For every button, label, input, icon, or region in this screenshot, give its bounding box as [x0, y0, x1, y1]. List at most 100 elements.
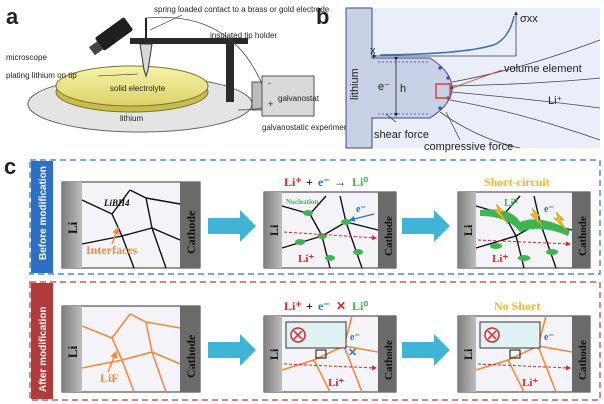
panel-c-letter: c — [4, 154, 16, 179]
no-short-title: No Short — [494, 299, 540, 313]
after-flow-arrow-2 — [402, 334, 450, 366]
libh4-label: LiBH4 — [103, 198, 130, 208]
before-box3-cathode: Cathode — [577, 216, 589, 256]
after-side-bar — [31, 283, 53, 399]
spring-contact-leader — [149, 14, 183, 31]
solid-electrolyte-disc — [55, 65, 209, 107]
after-side-label: After modification — [38, 306, 49, 392]
after-box2-cathode: Cathode — [383, 340, 395, 380]
lithium-label: lithium — [120, 114, 143, 123]
interfaces-label: Interfaces — [86, 243, 138, 257]
after-box1-cathode: Cathode — [184, 334, 198, 378]
before-eq-e: e⁻ — [318, 175, 330, 189]
before-box2-li-plus: Li⁺ — [298, 253, 314, 265]
insulated-holder-bar — [130, 38, 248, 44]
before-box-3: Short-circuit Li Cathode Li⁰ e⁻ Li⁺ — [457, 175, 591, 269]
short-circuit-title: Short-circuit — [484, 175, 550, 189]
galvanostat-plus: + — [268, 99, 273, 109]
before-flow-arrow-1 — [208, 210, 256, 242]
before-box1-li: Li — [65, 221, 80, 234]
after-box3-electron: e⁻ — [544, 332, 554, 343]
before-box2-li: Li — [267, 224, 281, 236]
volume-element-leader — [451, 69, 503, 89]
after-eq-e: e⁻ — [318, 299, 330, 313]
before-box3-electron: e⁻ — [544, 204, 554, 215]
after-box2-electron: e⁻ — [350, 332, 360, 343]
after-box-2: Li Cathode e⁻ ✕ Li⁺ — [263, 315, 397, 393]
lithium-vertical-label: lithium — [349, 68, 361, 100]
holder-post — [226, 44, 234, 102]
after-box3-inset — [479, 321, 541, 349]
stress-curve — [379, 15, 515, 56]
shear-force-label: shear force — [374, 129, 429, 141]
after-frame — [29, 281, 601, 401]
after-box2-blocked-icon — [290, 327, 306, 343]
after-equation: Li⁺ + e⁻ ✕ Li⁰ — [284, 299, 368, 313]
wire-bottom — [237, 107, 263, 111]
panel-a: a - + galvanostat spring loaded contact … — [6, 4, 355, 133]
before-box1-cathode: Cathode — [184, 210, 198, 254]
after-box3-cathode: Cathode — [577, 340, 589, 380]
before-eq-li: Li⁺ — [284, 175, 302, 189]
before-eq-plus: + — [306, 175, 313, 189]
microscope-label: microscope — [6, 53, 47, 62]
shear-force-leader — [385, 113, 397, 123]
before-equation: Li⁺ + e⁻ → Li⁰ — [284, 175, 368, 189]
after-eq-li: Li⁺ — [284, 299, 302, 313]
after-box-3: No Short Li Cathode e⁻ Li⁺ — [457, 299, 591, 393]
electron-label: e⁻ — [378, 81, 390, 93]
microscope-icon — [88, 17, 133, 56]
insulated-tip-holder-label: insulated tip holder — [210, 31, 277, 40]
after-box3-li: Li — [461, 348, 475, 360]
after-box3-li-plus: Li⁺ — [522, 377, 538, 389]
before-eq-arrow: → — [334, 175, 346, 189]
after-box2-cross: ✕ — [348, 347, 357, 359]
after-box-1: Li Cathode LiF — [61, 305, 201, 393]
compressive-force-label: compressive force — [424, 141, 513, 153]
galvanostat-minus: - — [268, 78, 271, 88]
after-eq-plus: + — [306, 299, 313, 313]
before-box-2: Li Cathode Nucleation e⁻ Li⁺ — [263, 191, 397, 269]
galvanostat-box — [261, 75, 315, 117]
before-box3-li0: Li⁰ — [504, 198, 517, 209]
after-box1-li: Li — [65, 345, 80, 358]
before-side-label: Before modification — [38, 166, 49, 260]
before-eq-li0: Li⁰ — [352, 175, 368, 189]
before-box2-cathode: Cathode — [383, 216, 395, 256]
before-flow-arrow-2 — [402, 210, 450, 242]
panel-c: c Before modification After modification… — [4, 154, 601, 401]
x-label: x — [370, 45, 376, 57]
after-box2-inset — [285, 321, 347, 349]
li-plus-label: Li⁺ — [548, 95, 563, 107]
volume-element-box — [435, 83, 451, 99]
volume-element-label: volume element — [504, 63, 582, 75]
h-label: h — [400, 83, 406, 95]
galvanostat-label: galvanostat — [278, 94, 320, 103]
after-box2-li-plus: Li⁺ — [328, 377, 344, 389]
galvanostat-front — [251, 81, 263, 111]
before-frame — [29, 159, 601, 275]
plating-label: plating lithium on tip — [6, 71, 77, 80]
field-lines — [439, 39, 601, 149]
solid-electrolyte-label: solid electrolyte — [110, 84, 166, 93]
panel-b: b lithium σxx x h e⁻ — [316, 4, 601, 153]
experiments-label: galvanostatic experiments — [262, 123, 355, 132]
before-box-1: Li Cathode LiBH4 Interfaces — [61, 181, 201, 269]
nucleation-label: Nucleation — [286, 198, 318, 206]
before-box2-electron: e⁻ — [356, 204, 366, 215]
compressive-force-leader — [445, 111, 461, 141]
before-box3-li-plus: Li⁺ — [492, 253, 508, 265]
after-flow-arrow-1 — [208, 334, 256, 366]
lif-label: LiF — [100, 371, 119, 385]
panel-b-letter: b — [316, 4, 329, 29]
wire-top — [145, 16, 263, 85]
spring-contact-label: spring loaded contact to a brass or gold… — [154, 5, 330, 14]
before-box3-li: Li — [461, 224, 475, 236]
before-side-bar — [31, 161, 53, 273]
plating-leader — [97, 73, 139, 77]
after-box3-blocked-icon — [484, 327, 500, 343]
sigma-label: σxx — [520, 13, 538, 25]
panel-a-letter: a — [6, 4, 19, 29]
after-box2-li: Li — [267, 348, 281, 360]
